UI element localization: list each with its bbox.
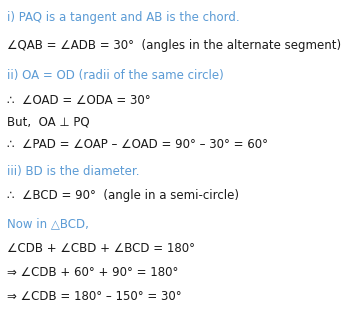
Text: ∠CDB + ∠CBD + ∠BCD = 180°: ∠CDB + ∠CBD + ∠BCD = 180° [7, 242, 195, 254]
Text: ⇒ ∠CDB + 60° + 90° = 180°: ⇒ ∠CDB + 60° + 90° = 180° [7, 265, 178, 279]
Text: Now in △BCD,: Now in △BCD, [7, 217, 89, 230]
Text: ∴  ∠OAD = ∠ODA = 30°: ∴ ∠OAD = ∠ODA = 30° [7, 93, 151, 107]
Text: i) PAQ is a tangent and AB is the chord.: i) PAQ is a tangent and AB is the chord. [7, 11, 240, 25]
Text: ∴  ∠BCD = 90°  (angle in a semi-circle): ∴ ∠BCD = 90° (angle in a semi-circle) [7, 190, 239, 203]
Text: ii) OA = OD (radii of the same circle): ii) OA = OD (radii of the same circle) [7, 69, 224, 82]
Text: But,  OA ⊥ PQ: But, OA ⊥ PQ [7, 116, 90, 128]
Text: ∴  ∠PAD = ∠OAP – ∠OAD = 90° – 30° = 60°: ∴ ∠PAD = ∠OAP – ∠OAD = 90° – 30° = 60° [7, 137, 268, 151]
Text: ⇒ ∠CDB = 180° – 150° = 30°: ⇒ ∠CDB = 180° – 150° = 30° [7, 290, 181, 302]
Text: ∠QAB = ∠ADB = 30°  (angles in the alternate segment): ∠QAB = ∠ADB = 30° (angles in the alterna… [7, 40, 341, 52]
Text: iii) BD is the diameter.: iii) BD is the diameter. [7, 165, 139, 177]
